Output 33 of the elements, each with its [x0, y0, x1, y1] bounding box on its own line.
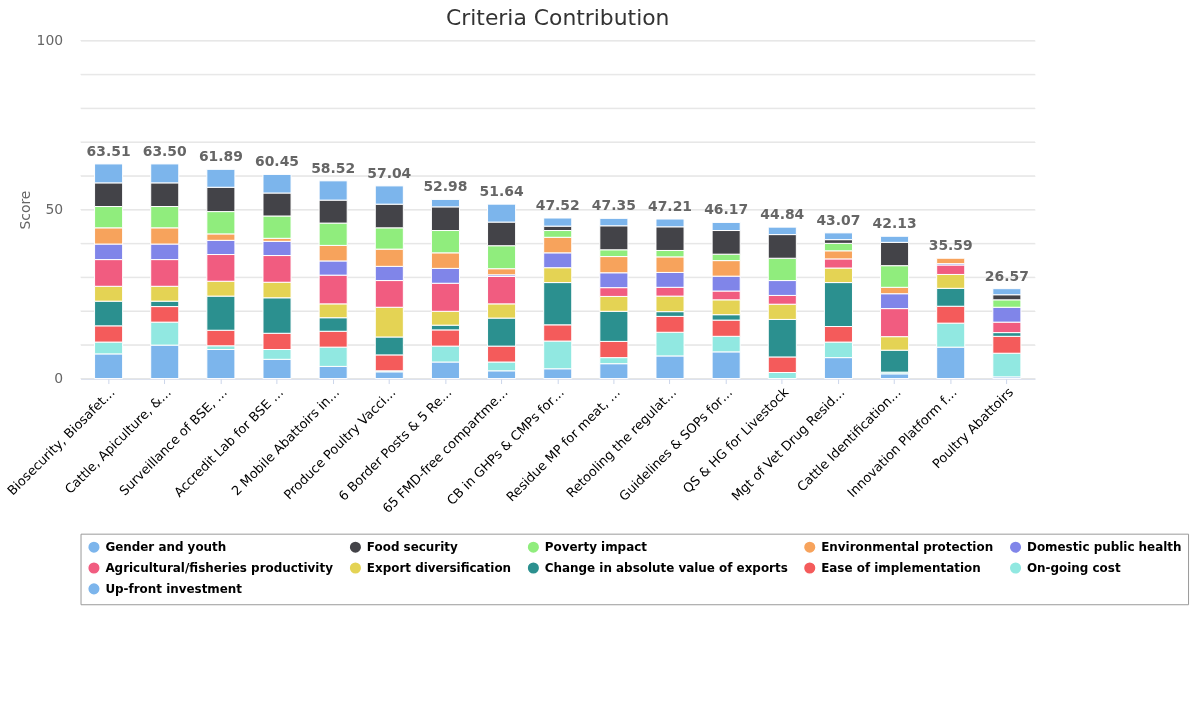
legend-label: On-going cost [1026, 560, 1121, 575]
y-tick-label: 0 [54, 370, 64, 387]
total-label: 58.52 [311, 159, 356, 176]
legend-label: Export diversification [366, 560, 512, 575]
legend-label: Agricultural/fisheries productivity [105, 560, 334, 575]
total-label: 47.35 [591, 197, 636, 214]
legend-label: Poverty impact [544, 540, 648, 555]
legend-label: Food security [366, 540, 458, 555]
total-label: 35.59 [928, 237, 973, 254]
total-label: 57.04 [367, 164, 412, 181]
legend-label: Ease of implementation [821, 560, 981, 575]
total-label: 47.52 [535, 197, 580, 214]
y-axis-title: Score [16, 190, 33, 230]
y-tick-label: 100 [36, 32, 64, 49]
total-label: 60.45 [255, 153, 300, 170]
legend-label: Domestic public health [1026, 540, 1182, 555]
total-label: 63.51 [86, 142, 131, 159]
total-label: 44.84 [760, 206, 805, 223]
total-label: 52.98 [423, 178, 468, 195]
total-label: 26.57 [984, 267, 1029, 284]
legend-label: Gender and youth [105, 540, 227, 555]
total-label: 63.50 [142, 142, 188, 159]
total-label: 43.07 [816, 211, 861, 228]
total-label: 61.89 [198, 148, 243, 165]
legend-label: Change in absolute value of exports [544, 560, 788, 575]
y-tick-label: 50 [45, 201, 64, 218]
total-label: 47.21 [648, 198, 693, 215]
total-label: 42.13 [872, 215, 917, 232]
total-label: 51.64 [479, 183, 524, 200]
legend-label: Environmental protection [821, 540, 994, 555]
chart-title: Criteria Contribution [445, 4, 670, 30]
total-label: 46.17 [704, 201, 749, 218]
legend-label: Up-front investment [105, 581, 243, 596]
